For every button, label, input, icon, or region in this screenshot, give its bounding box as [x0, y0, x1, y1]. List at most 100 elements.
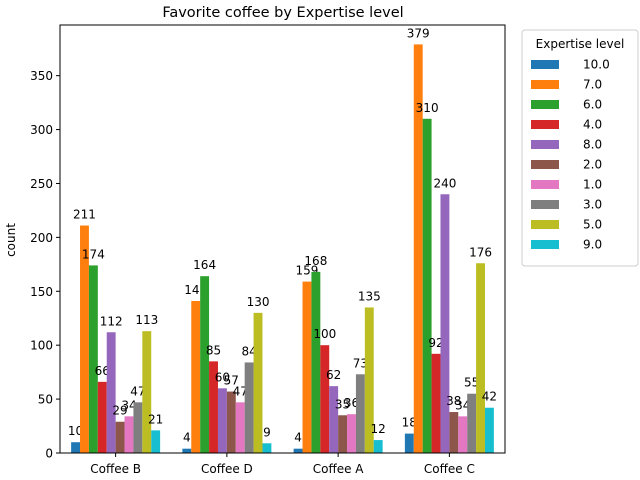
y-axis-label: count [4, 223, 18, 257]
y-tick-label: 300 [30, 123, 53, 137]
bar [293, 448, 303, 453]
bar-value-label: 4 [183, 431, 191, 445]
bar [320, 345, 330, 453]
bar-value-label: 168 [304, 254, 327, 268]
legend-title: Expertise level [536, 37, 625, 51]
bar-value-label: 21 [148, 412, 163, 426]
bar-value-label: 310 [416, 101, 439, 115]
legend-label: 8.0 [583, 138, 602, 152]
legend-label: 9.0 [583, 238, 602, 252]
bar-value-label: 84 [241, 344, 256, 358]
bar [88, 265, 98, 453]
bar-value-label: 4 [294, 431, 302, 445]
bar-value-label: 9 [263, 425, 271, 439]
bar-value-label: 100 [313, 327, 336, 341]
bar [244, 362, 254, 453]
bar [191, 300, 201, 453]
bar [71, 442, 81, 453]
bar [142, 331, 152, 453]
bar-value-label: 112 [100, 314, 123, 328]
y-tick-label: 350 [30, 69, 53, 83]
y-tick-label: 100 [30, 339, 53, 353]
legend-label: 3.0 [583, 198, 602, 212]
bar [422, 118, 432, 453]
bar-value-label: 12 [371, 422, 386, 436]
bar-value-label: 34 [121, 398, 136, 412]
legend-swatch [531, 140, 559, 149]
bar [364, 307, 374, 453]
bar [217, 388, 227, 453]
bar [476, 263, 485, 453]
legend-label: 1.0 [583, 178, 602, 192]
bar [431, 353, 441, 453]
bar-value-label: 35 [335, 397, 350, 411]
bar-value-label: 42 [482, 390, 497, 404]
y-tick-label: 50 [38, 393, 53, 407]
bar [413, 44, 423, 453]
bar [404, 433, 414, 453]
bar [329, 386, 339, 453]
bar-value-label: 47 [233, 384, 248, 398]
legend-swatch [531, 100, 559, 109]
x-tick-label: Coffee D [201, 462, 253, 476]
y-tick-label: 250 [30, 177, 53, 191]
bar-value-label: 135 [358, 289, 381, 303]
legend-label: 7.0 [583, 78, 602, 92]
bar [209, 361, 218, 453]
bar-value-label: 57 [224, 374, 239, 388]
bar-value-label: 29 [112, 404, 127, 418]
bar [311, 271, 321, 453]
bar [440, 194, 450, 453]
bar-value-label: 130 [247, 295, 270, 309]
legend-swatch [531, 180, 559, 189]
legend-label: 4.0 [583, 118, 602, 132]
bar-value-label: 66 [95, 364, 110, 378]
chart-title: Favorite coffee by Expertise level [162, 5, 403, 21]
y-axis: 0 50 100 150 200 250 300 350 [30, 69, 60, 461]
legend-items: 10.0 7.0 6.0 4.0 8.0 2.0 1.0 3.0 5.0 9.0 [531, 58, 610, 252]
legend-swatch [531, 120, 559, 129]
legend: Expertise level 10.0 7.0 6.0 4.0 8.0 2.0 1.0 3.… [521, 29, 639, 267]
legend-swatch [531, 60, 559, 69]
bar-value-label: 164 [193, 258, 216, 272]
bar-value-label: 18 [402, 416, 417, 430]
bar-value-label: 92 [428, 336, 443, 350]
x-tick-label: Coffee B [90, 462, 141, 476]
bar [200, 276, 210, 453]
legend-swatch [531, 160, 559, 169]
bar [484, 407, 494, 453]
bar-value-label: 240 [433, 176, 456, 190]
bar-value-label: 211 [73, 208, 96, 222]
bar-value-label: 174 [82, 247, 105, 261]
bar-value-label: 36 [344, 396, 359, 410]
bar [373, 440, 383, 453]
bar [133, 402, 143, 453]
bar [449, 412, 459, 453]
bar-value-label: 55 [464, 376, 479, 390]
legend-swatch [531, 80, 559, 89]
legend-swatch [531, 240, 559, 249]
bar [115, 421, 125, 453]
bar-value-label: 113 [135, 313, 158, 327]
bar [151, 430, 161, 453]
y-tick-label: 200 [30, 231, 53, 245]
bar [338, 415, 348, 453]
bar [124, 416, 134, 453]
bar-value-label: 38 [446, 394, 461, 408]
y-tick-label: 150 [30, 285, 53, 299]
legend-swatch [531, 200, 559, 209]
bar [347, 414, 356, 453]
bar-value-label: 85 [206, 343, 221, 357]
bar [106, 332, 116, 453]
legend-label: 2.0 [583, 158, 602, 172]
bar [235, 402, 245, 453]
x-tick-label: Coffee A [313, 462, 365, 476]
legend-label: 5.0 [583, 218, 602, 232]
legend-label: 6.0 [583, 98, 602, 112]
legend-swatch [531, 220, 559, 229]
x-axis: Coffee B Coffee D Coffee A Coffee C [90, 453, 475, 476]
bar [253, 312, 263, 453]
y-tick-label: 0 [45, 447, 53, 461]
